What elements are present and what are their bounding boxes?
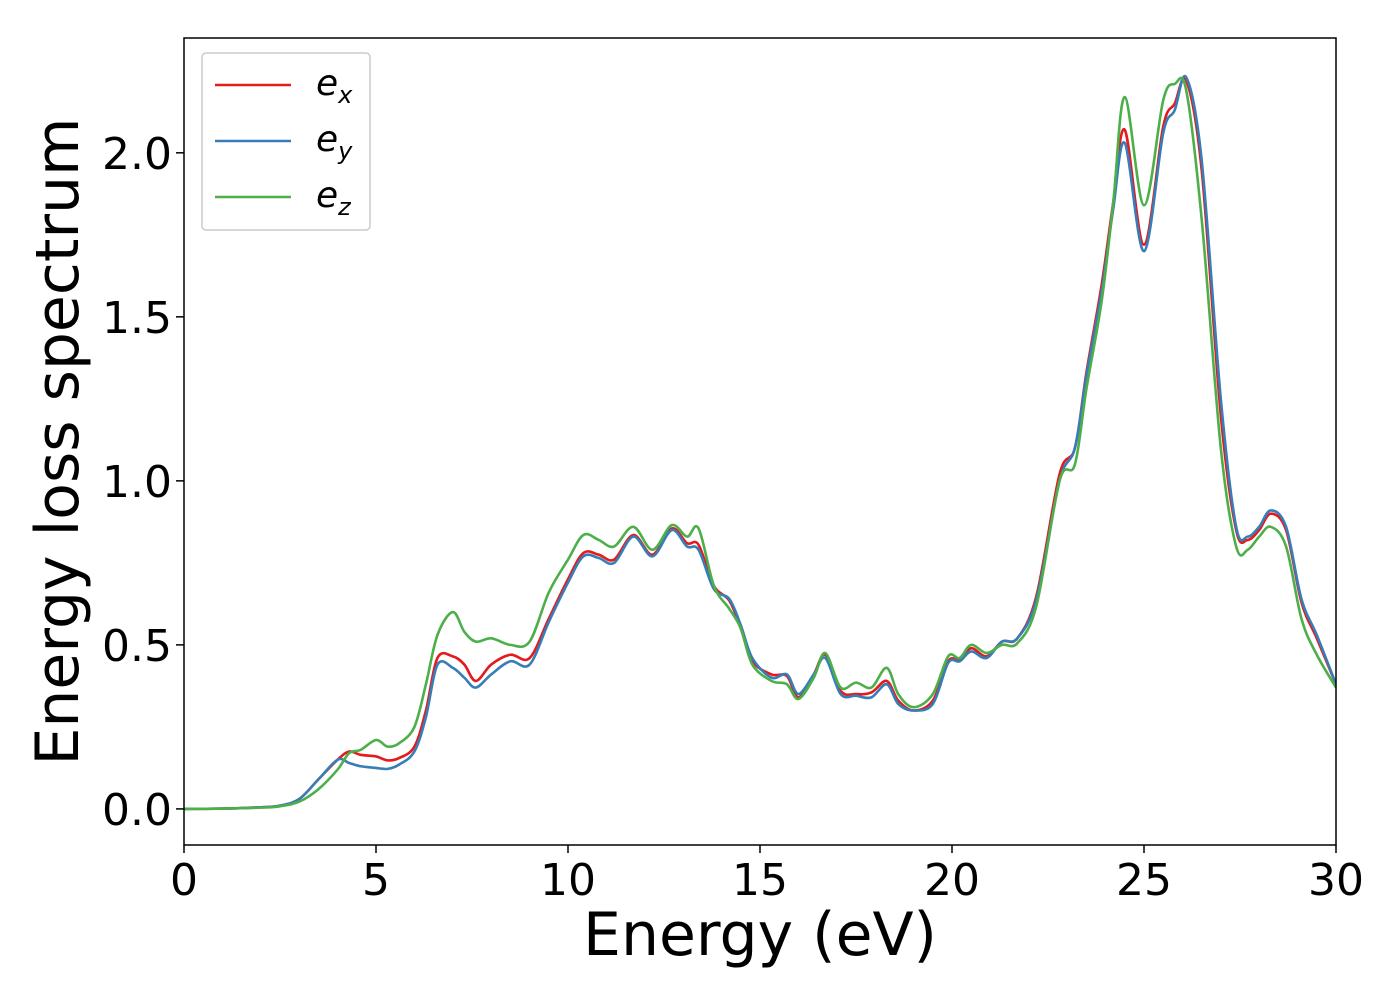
x-tick-label: 20 [924,855,980,906]
series-line-y [184,74,1336,811]
legend-label-z: ez [316,175,352,221]
y-tick-label: 2.0 [102,129,172,180]
y-tick-label: 1.0 [102,457,172,508]
series-lines [184,74,1336,811]
x-tick-label: 15 [732,855,788,906]
x-tick-label: 30 [1308,855,1364,906]
y-tick-label: 0.0 [102,785,172,836]
x-tick-label: 5 [362,855,390,906]
x-axis-title: Energy (eV) [583,900,937,970]
legend-label-x: ex [316,63,353,109]
x-tick-label: 25 [1116,855,1172,906]
y-tick-label: 0.5 [102,621,172,672]
series-line-z [184,76,1336,811]
y-tick-label: 1.5 [102,293,172,344]
y-axis-title: Energy loss spectrum [23,117,93,765]
x-tick-label: 0 [170,855,198,906]
x-axis: 0 5 10 15 20 25 30 [170,845,1364,906]
y-axis: 0.0 0.5 1.0 1.5 2.0 [102,129,184,836]
legend: ex ey ez [201,52,371,231]
legend-label-y: ey [316,119,353,165]
x-tick-label: 10 [540,855,596,906]
